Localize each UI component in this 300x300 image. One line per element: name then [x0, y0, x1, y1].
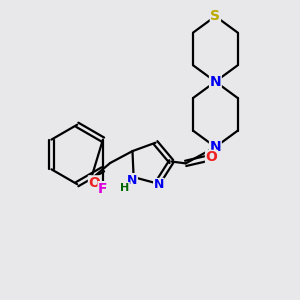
Text: N: N: [154, 178, 164, 191]
Text: N: N: [210, 140, 221, 154]
Text: F: F: [98, 182, 108, 196]
Text: N: N: [127, 174, 137, 187]
Text: N: N: [210, 75, 221, 88]
Text: O: O: [206, 150, 218, 164]
Text: S: S: [210, 9, 220, 23]
Text: O: O: [88, 176, 101, 190]
Text: H: H: [120, 182, 129, 193]
